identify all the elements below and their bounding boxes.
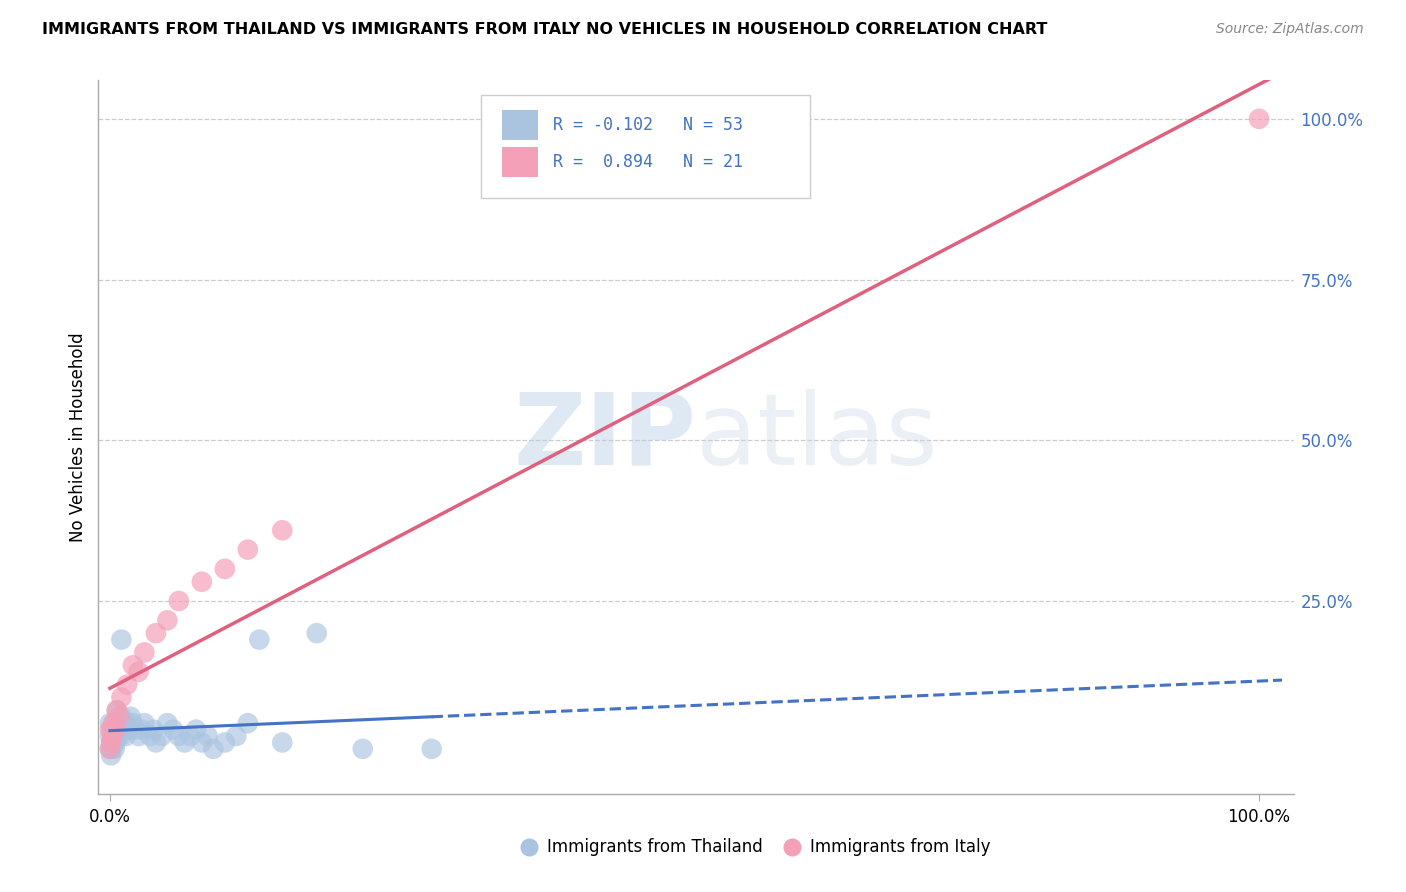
Point	[108, 716, 131, 731]
Point	[420, 742, 443, 756]
Text: Immigrants from Thailand: Immigrants from Thailand	[547, 838, 762, 856]
Point	[110, 729, 132, 743]
Point	[131, 723, 153, 737]
Point	[98, 723, 121, 737]
Point	[110, 723, 132, 737]
Point	[104, 735, 127, 749]
Point	[139, 729, 162, 743]
Point	[214, 735, 236, 749]
Point	[110, 710, 132, 724]
FancyBboxPatch shape	[502, 147, 538, 178]
Point	[118, 723, 141, 737]
Point	[101, 729, 124, 743]
Point	[150, 729, 173, 743]
Point	[173, 735, 195, 749]
Point	[236, 542, 259, 557]
Point	[98, 742, 121, 756]
Y-axis label: No Vehicles in Household: No Vehicles in Household	[69, 332, 87, 542]
Point	[100, 735, 122, 749]
Point	[110, 632, 132, 647]
Point	[98, 742, 121, 756]
Point	[103, 742, 125, 756]
Point	[122, 658, 145, 673]
Point	[214, 562, 236, 576]
Point	[179, 729, 201, 743]
Point	[197, 729, 219, 743]
Point	[156, 716, 179, 731]
Point	[108, 710, 131, 724]
Point	[107, 723, 129, 737]
Point	[167, 594, 190, 608]
Point	[236, 716, 259, 731]
Point	[103, 726, 125, 740]
Point	[184, 723, 207, 737]
Point	[115, 729, 138, 743]
Point	[156, 613, 179, 627]
Point	[128, 665, 150, 679]
Text: R =  0.894   N = 21: R = 0.894 N = 21	[553, 153, 742, 171]
Point	[145, 626, 167, 640]
Point	[104, 723, 127, 737]
Point	[115, 677, 138, 691]
Point	[1247, 112, 1270, 126]
Text: IMMIGRANTS FROM THAILAND VS IMMIGRANTS FROM ITALY NO VEHICLES IN HOUSEHOLD CORRE: IMMIGRANTS FROM THAILAND VS IMMIGRANTS F…	[42, 22, 1047, 37]
Point	[352, 742, 374, 756]
Point	[122, 716, 145, 731]
Text: Source: ZipAtlas.com: Source: ZipAtlas.com	[1216, 22, 1364, 37]
Point	[247, 632, 270, 647]
Point	[105, 703, 128, 717]
Point	[167, 729, 190, 743]
Point	[100, 748, 122, 763]
Text: ZIP: ZIP	[513, 389, 696, 485]
Point	[98, 729, 121, 743]
Point	[112, 716, 135, 731]
Point	[142, 723, 165, 737]
Point	[271, 735, 294, 749]
Point	[305, 626, 328, 640]
Text: atlas: atlas	[696, 389, 938, 485]
Point	[202, 742, 225, 756]
Point	[128, 729, 150, 743]
Point	[115, 716, 138, 731]
Point	[105, 729, 128, 743]
Point	[120, 710, 142, 724]
Point	[103, 735, 125, 749]
Point	[124, 723, 146, 737]
Point	[271, 524, 294, 538]
Point	[104, 723, 127, 737]
Point	[162, 723, 184, 737]
Point	[191, 574, 214, 589]
Point	[100, 735, 122, 749]
Text: Immigrants from Italy: Immigrants from Italy	[810, 838, 990, 856]
Point	[101, 723, 124, 737]
Point	[101, 742, 124, 756]
Point	[145, 735, 167, 749]
Point	[110, 690, 132, 705]
Point	[134, 716, 156, 731]
Point	[114, 723, 136, 737]
Point	[134, 645, 156, 659]
Point	[103, 716, 125, 731]
Point	[98, 716, 121, 731]
Point	[191, 735, 214, 749]
Point	[103, 716, 125, 731]
Point	[225, 729, 247, 743]
Text: R = -0.102   N = 53: R = -0.102 N = 53	[553, 116, 742, 134]
FancyBboxPatch shape	[502, 111, 538, 140]
Point	[105, 703, 128, 717]
FancyBboxPatch shape	[481, 95, 810, 198]
